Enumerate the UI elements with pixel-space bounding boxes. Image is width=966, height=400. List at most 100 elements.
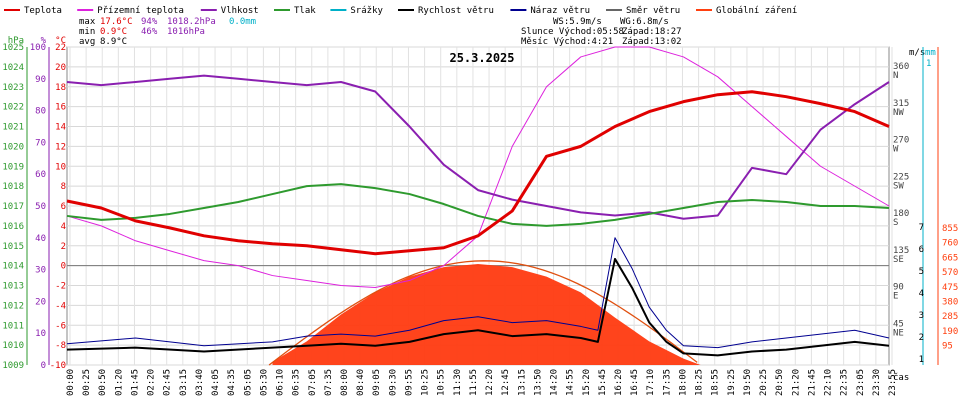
- series-line-vlhkost: [66, 74, 890, 220]
- x-tick-label: 04:05: [211, 369, 221, 396]
- wind-speed-tick: 6: [919, 245, 924, 255]
- axis-tick-label: 1014: [2, 262, 24, 272]
- x-tick-label: 19:25: [727, 369, 737, 396]
- x-tick-label: 01:20: [114, 369, 124, 396]
- x-tick-label: 18:25: [695, 369, 705, 396]
- axis-tick-label: 20: [55, 63, 66, 73]
- x-tick-label: 13:15: [517, 369, 527, 396]
- x-tick-label: 16:45: [630, 369, 640, 396]
- wind-dir-tick: SE: [893, 255, 904, 265]
- x-tick-label: 11:55: [469, 369, 479, 396]
- axis-tick-label: 22: [55, 43, 66, 53]
- series-line-tlak: [66, 183, 890, 227]
- wind-dir-tick: NW: [893, 108, 904, 118]
- x-tick-label: 17:35: [662, 369, 672, 396]
- radiation-tick: 665: [942, 253, 958, 263]
- wind-speed-tick: 3: [919, 311, 924, 321]
- axis-tick-label: 60: [35, 170, 46, 180]
- x-tick-label: 20:25: [759, 369, 769, 396]
- axis-tick-label: 1013: [2, 282, 24, 292]
- stat-humidity: 94%: [141, 17, 158, 27]
- x-tick-label: 23:55: [888, 369, 898, 396]
- axis-title: °C: [55, 36, 66, 46]
- x-tick-label: 10:55: [437, 369, 447, 396]
- legend-label: Globální záření: [716, 6, 797, 16]
- x-tick-label: 07:35: [324, 369, 334, 396]
- x-tick-label: 09:55: [404, 369, 414, 396]
- radiation-tick: 760: [942, 239, 958, 249]
- stat-label: max: [79, 17, 96, 27]
- radiation-tick: 190: [942, 327, 958, 337]
- wind-dir-tick: 135: [893, 246, 909, 256]
- x-tick-label: 03:40: [195, 369, 205, 396]
- axis-tick-label: 1024: [2, 63, 24, 73]
- stat-temp: 0.9°C: [100, 27, 127, 37]
- axis-tick-label: 20: [35, 297, 46, 307]
- axes: 1025102410231022102110201019101810171016…: [2, 36, 958, 396]
- x-tick-label: 18:00: [678, 369, 688, 396]
- axis-tick-label: 12: [55, 142, 66, 152]
- axis-tick-label: 0: [61, 262, 66, 272]
- info-wg: WG:6.8m/s: [620, 17, 669, 27]
- x-tick-label: 22:35: [840, 369, 850, 396]
- legend-label: Tlak: [294, 6, 316, 16]
- axis-tick-label: 70: [35, 138, 46, 148]
- stat-temp: 8.9°C: [100, 37, 127, 47]
- wind-dir-tick: S: [893, 218, 898, 228]
- chart-title: 25.3.2025: [449, 51, 514, 65]
- wind-speed-tick: 4: [919, 289, 924, 299]
- info-moonrise: Měsíc Východ:4:21: [521, 37, 613, 47]
- x-tick-label: 06:35: [292, 369, 302, 396]
- axis-tick-label: -4: [55, 301, 66, 311]
- radiation-tick: 855: [942, 224, 958, 234]
- series-line-n-raz-v-tru: [66, 237, 890, 349]
- x-tick-label: 00:25: [82, 369, 92, 396]
- series-lines: [66, 46, 890, 357]
- x-tick-label: 06:10: [276, 369, 286, 396]
- stat-pressure: 1016hPa: [167, 27, 205, 37]
- axis-tick-label: 1022: [2, 103, 24, 113]
- x-tick-label: 05:30: [259, 369, 269, 396]
- radiation-tick: 570: [942, 268, 958, 278]
- axis-tick-label: 50: [35, 202, 46, 212]
- axis-tick-label: 6: [61, 202, 66, 212]
- axis-tick-label: 1025: [2, 43, 24, 53]
- wind-dir-tick: 270: [893, 136, 909, 146]
- stat-label: min: [79, 27, 95, 37]
- x-tick-label: 02:45: [163, 369, 173, 396]
- axis-tick-label: 16: [55, 103, 66, 113]
- x-tick-label: 12:45: [501, 369, 511, 396]
- info-sunset: Západ:18:27: [622, 27, 682, 37]
- info-sunrise: Slunce Východ:05:58: [521, 27, 624, 37]
- axis-tick-label: 2: [61, 242, 66, 252]
- x-axis-label: čas: [893, 372, 909, 383]
- info-moonset: Západ:13:02: [622, 37, 682, 47]
- axis-tick-label: -8: [55, 341, 66, 351]
- wind-speed-tick: 7: [919, 223, 924, 233]
- axis-tick-label: 100: [30, 43, 46, 53]
- x-tick-label: 16:20: [614, 369, 624, 396]
- x-tick-label: 10:25: [421, 369, 431, 396]
- x-tick-label: 12:20: [485, 369, 495, 396]
- stat-pressure: 1018.2hPa: [167, 17, 216, 27]
- axis-tick-label: 40: [35, 234, 46, 244]
- axis-tick-label: 1012: [2, 301, 24, 311]
- x-tick-label: 01:45: [130, 369, 140, 396]
- legend-label: Vlhkost: [221, 6, 259, 16]
- axis-tick-label: 18: [55, 83, 66, 93]
- x-tick-label: 11:30: [453, 369, 463, 396]
- axis-tick-label: 1023: [2, 83, 24, 93]
- wind-dir-tick: W: [893, 145, 899, 155]
- axis-tick-label: 14: [55, 123, 66, 133]
- x-tick-label: 23:05: [856, 369, 866, 396]
- x-tick-label: 04:35: [227, 369, 237, 396]
- legend-label: Směr větru: [626, 6, 680, 16]
- axis-tick-label: 90: [35, 75, 46, 85]
- stat-humidity: 46%: [141, 27, 158, 37]
- x-tick-label: 15:45: [598, 369, 608, 396]
- x-tick-label: 09:30: [388, 369, 398, 396]
- wind-dir-tick: 225: [893, 172, 909, 182]
- axis-tick-label: 10: [35, 329, 46, 339]
- x-tick-label: 07:05: [308, 369, 318, 396]
- x-tick-label: 15:20: [582, 369, 592, 396]
